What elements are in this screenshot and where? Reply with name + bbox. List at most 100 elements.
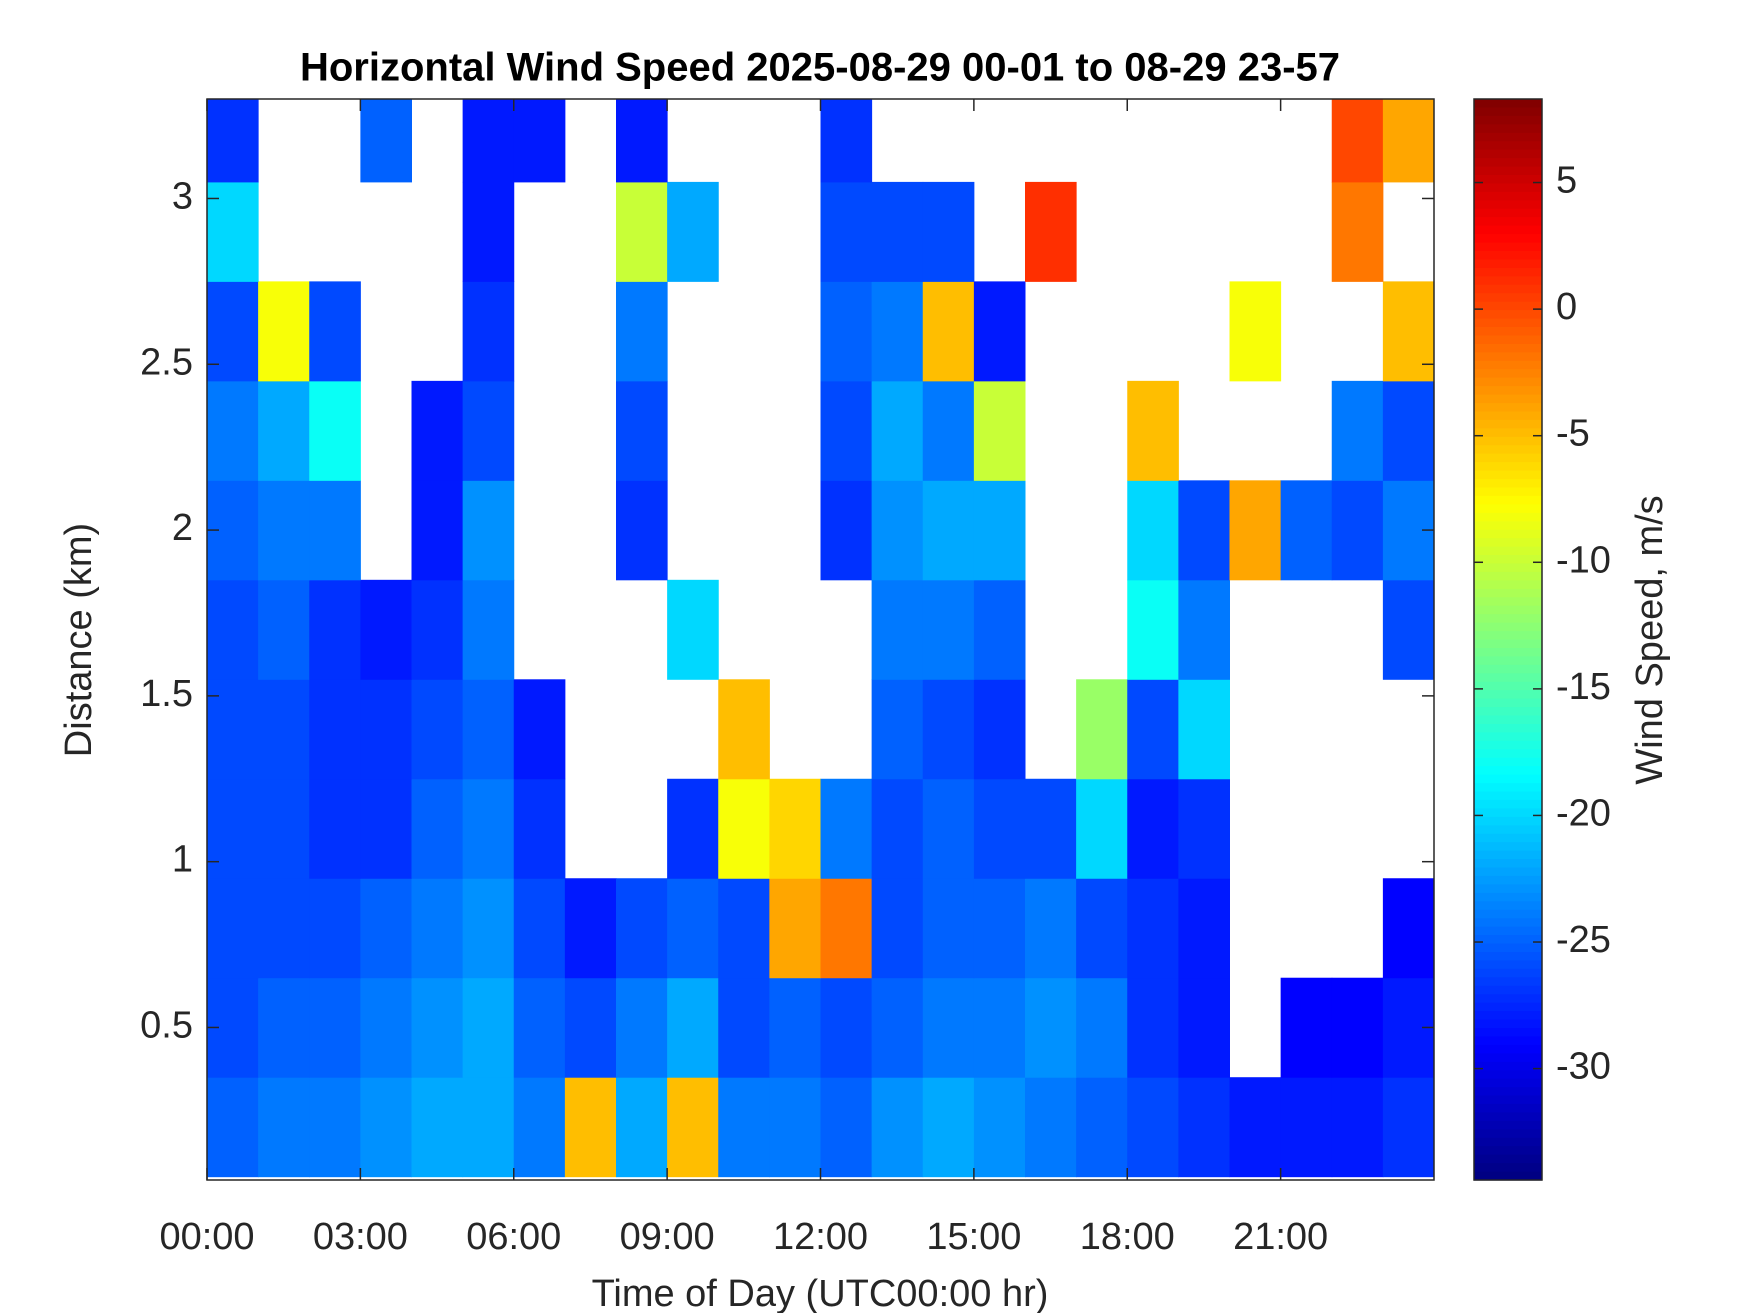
- y-tick-label: 1.5: [140, 673, 193, 715]
- colorbar-segment: [1474, 251, 1542, 261]
- colorbar-segment: [1474, 977, 1542, 987]
- colorbar-segment: [1474, 284, 1542, 294]
- heatmap-cell: [1076, 878, 1128, 979]
- heatmap-cell: [360, 878, 412, 979]
- heatmap-cell: [1127, 579, 1179, 680]
- heatmap-cell: [513, 878, 566, 979]
- heatmap-cell: [309, 679, 361, 780]
- heatmap-cell: [513, 679, 566, 780]
- heatmap-cell: [1025, 878, 1077, 979]
- colorbar-segment: [1474, 757, 1542, 767]
- colorbar-segment: [1474, 1044, 1542, 1054]
- heatmap-cell: [360, 977, 412, 1078]
- colorbar-segment: [1474, 816, 1542, 826]
- x-tick-label: 12:00: [773, 1216, 868, 1258]
- colorbar-segment: [1474, 909, 1542, 919]
- colorbar-segment: [1474, 504, 1542, 514]
- colorbar-segment: [1474, 901, 1542, 911]
- heatmap-cell: [718, 679, 770, 780]
- colorbar-segment: [1474, 867, 1542, 877]
- colorbar-segment: [1474, 529, 1542, 539]
- chart-title: Horizontal Wind Speed 2025-08-29 00-01 t…: [300, 46, 1340, 90]
- colorbar-segment: [1474, 707, 1542, 717]
- heatmap-cell: [258, 977, 310, 1078]
- colorbar-segment: [1474, 850, 1542, 860]
- colorbar-segment: [1474, 960, 1542, 970]
- colorbar-segment: [1474, 200, 1542, 210]
- heatmap-cell: [309, 778, 361, 879]
- colorbar-segment: [1474, 715, 1542, 725]
- heatmap-cell: [360, 1077, 412, 1178]
- colorbar-tick-label: 0: [1556, 286, 1577, 328]
- heatmap-cell: [564, 1077, 617, 1178]
- colorbar-segment: [1474, 597, 1542, 607]
- colorbar-segment: [1474, 825, 1542, 835]
- heatmap-cell: [258, 1077, 310, 1178]
- colorbar-segment: [1474, 994, 1542, 1004]
- heatmap-cell: [462, 878, 515, 979]
- colorbar-frame: [1473, 98, 1543, 1181]
- heatmap-cell: [1127, 380, 1179, 481]
- colorbar-segment: [1474, 360, 1542, 370]
- colorbar-segment: [1474, 918, 1542, 928]
- heatmap-cell: [462, 99, 515, 183]
- heatmap-cell: [1280, 1077, 1333, 1178]
- colorbar-segment: [1474, 656, 1542, 666]
- heatmap-cell: [411, 878, 464, 979]
- heatmap-cell: [1127, 977, 1179, 1078]
- heatmap-cell: [820, 1077, 873, 1178]
- heatmap-cell: [1076, 1077, 1128, 1178]
- x-tick-label: 00:00: [159, 1216, 254, 1258]
- colorbar-segment: [1474, 242, 1542, 252]
- colorbar-segment: [1474, 1011, 1542, 1021]
- colorbar-segment: [1474, 132, 1542, 142]
- colorbar-tick-label: -15: [1556, 666, 1611, 708]
- heatmap-cell: [973, 878, 1026, 979]
- colorbar-label: Wind Speed, m/s: [1629, 495, 1671, 784]
- colorbar-segment: [1474, 1061, 1542, 1071]
- heatmap-cell: [1025, 1077, 1077, 1178]
- colorbar-segment: [1474, 546, 1542, 556]
- colorbar-segment: [1474, 318, 1542, 328]
- colorbar-segment: [1474, 1019, 1542, 1029]
- colorbar-segment: [1474, 1087, 1542, 1097]
- heatmap-cell: [309, 480, 361, 581]
- heatmap-cell: [1229, 480, 1282, 581]
- heatmap-cell: [1331, 1077, 1384, 1178]
- colorbar-segment: [1474, 538, 1542, 548]
- colorbar-segment: [1474, 107, 1542, 117]
- heatmap-cell: [1076, 679, 1128, 780]
- heatmap-cell: [411, 480, 464, 581]
- colorbar-segment: [1474, 1137, 1542, 1147]
- heatmap-cell: [769, 778, 821, 879]
- heatmap-cell: [462, 977, 515, 1078]
- heatmap-cell: [667, 181, 719, 282]
- colorbar-segment: [1474, 766, 1542, 776]
- colorbar-segment: [1474, 892, 1542, 902]
- heatmap-cell: [922, 480, 975, 581]
- colorbar-segment: [1474, 1095, 1542, 1105]
- heatmap-cell: [1229, 281, 1282, 382]
- heatmap-cell: [462, 281, 515, 382]
- heatmap-cell: [922, 181, 975, 282]
- colorbar-segment: [1474, 808, 1542, 818]
- heatmap-cell: [411, 679, 464, 780]
- y-tick-label: 0.5: [140, 1004, 193, 1046]
- heatmap-cell: [1178, 977, 1230, 1078]
- colorbar-segment: [1474, 149, 1542, 159]
- colorbar-segment: [1474, 352, 1542, 362]
- colorbar-segment: [1474, 774, 1542, 784]
- colorbar-segment: [1474, 293, 1542, 303]
- colorbar-segment: [1474, 234, 1542, 244]
- colorbar-segment: [1474, 799, 1542, 810]
- heatmap-cell: [871, 579, 924, 680]
- colorbar-segment: [1474, 495, 1542, 505]
- heatmap-cell: [718, 778, 770, 879]
- heatmap-cell: [871, 281, 924, 382]
- colorbar-segment: [1474, 951, 1542, 962]
- heatmap-cell: [1178, 480, 1230, 581]
- y-axis-label: Distance (km): [58, 523, 100, 757]
- colorbar-tick-label: -30: [1556, 1046, 1611, 1088]
- colorbar-segment: [1474, 225, 1542, 235]
- heatmap-cell: [1178, 679, 1230, 780]
